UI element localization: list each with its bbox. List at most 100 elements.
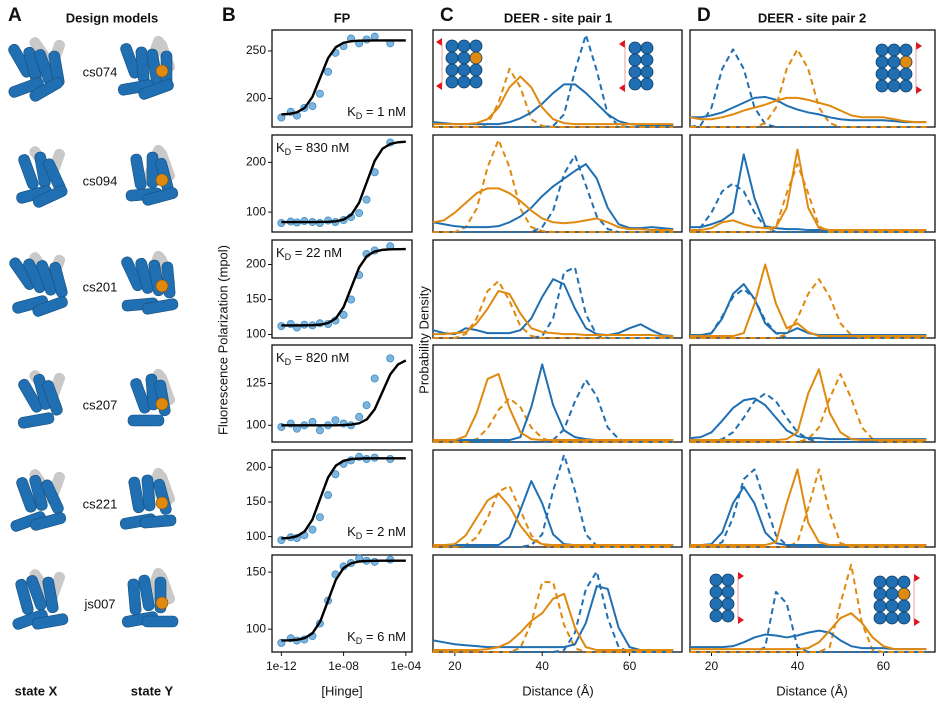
- x-tick-label: 1e-04: [390, 659, 421, 673]
- y-tick-label: 200: [246, 155, 266, 169]
- panel-letter: D: [697, 5, 711, 26]
- y-axis-label: Probability Density: [416, 286, 431, 394]
- data-point: [370, 32, 379, 41]
- plot-frame: [432, 554, 683, 653]
- y-tick-label: 100: [246, 204, 266, 218]
- data-point: [308, 525, 317, 534]
- predicted-distribution: [690, 590, 927, 653]
- domain-circle: [628, 77, 642, 91]
- protein-cartoon: [12, 569, 69, 630]
- schematic-icon: [436, 38, 483, 90]
- y-tick-label: 200: [246, 257, 266, 271]
- protein-cartoon: [117, 35, 176, 100]
- y-axis-label: Fluorescence Polarization (mpol): [215, 245, 230, 435]
- domain-circle: [445, 63, 459, 77]
- domain-circle: [709, 573, 723, 587]
- data-point: [362, 195, 371, 204]
- predicted-distribution: [689, 182, 927, 233]
- spin-label: [436, 82, 442, 90]
- data-point: [331, 470, 340, 479]
- panel-title: Design models: [66, 10, 158, 25]
- panel-letter: B: [222, 5, 236, 26]
- spin-label: [619, 40, 625, 48]
- kd-annotation: KD = 830 nM: [276, 140, 349, 157]
- plot-frame: [432, 239, 683, 339]
- plot-frame: [271, 239, 413, 339]
- spin-label: [914, 574, 920, 582]
- data-point: [324, 491, 333, 500]
- data-point: [362, 401, 371, 410]
- ligand: [155, 173, 169, 187]
- fit-curve: [281, 559, 406, 642]
- y-tick-label: 100: [246, 621, 266, 635]
- panel-letter: C: [440, 5, 454, 26]
- data-point: [331, 416, 340, 425]
- domain-circle: [873, 611, 887, 625]
- helix: [29, 77, 64, 102]
- domain-circle: [885, 611, 899, 625]
- state-label: state X: [15, 683, 58, 698]
- domain-circle: [457, 63, 471, 77]
- kd-value: = 22 nM: [291, 245, 342, 260]
- data-point: [324, 67, 333, 76]
- kd-value: = 6 nM: [362, 629, 406, 644]
- kd-symbol: K: [276, 140, 285, 155]
- kd-subscript: D: [285, 147, 292, 157]
- protein-cartoon: [127, 368, 176, 427]
- domain-circle: [709, 609, 723, 623]
- domain-circle: [640, 41, 654, 55]
- schematic-icon: [709, 572, 744, 624]
- ligand: [155, 596, 169, 610]
- kd-symbol: K: [276, 350, 285, 365]
- helix: [135, 257, 154, 294]
- helix: [32, 296, 68, 317]
- measured-distribution: [690, 95, 927, 124]
- x-axis-label: Distance (Å): [522, 683, 594, 698]
- panel-title: DEER - site pair 2: [758, 10, 866, 25]
- spin-label: [619, 84, 625, 92]
- domain-circle: [445, 39, 459, 53]
- domain-circle: [640, 65, 654, 79]
- domain-circle: [875, 79, 889, 93]
- domain-circle: [885, 575, 899, 589]
- kd-annotation: KD = 6 nM: [347, 629, 406, 646]
- helix: [141, 474, 156, 512]
- design-name: js007: [83, 596, 115, 611]
- x-tick-label: 1e-12: [266, 659, 297, 673]
- domain-circle: [887, 43, 901, 57]
- ligand: [155, 64, 169, 78]
- x-tick-label: 40: [536, 659, 550, 673]
- domain-circle: [873, 599, 887, 613]
- predicted-distribution: [433, 67, 674, 128]
- measured-distribution: [690, 612, 927, 651]
- fit-curve: [281, 140, 406, 224]
- protein-cartoon: [121, 250, 179, 315]
- spin-label: [436, 38, 442, 46]
- y-tick-label: 200: [246, 91, 266, 105]
- panel-title: FP: [334, 10, 351, 25]
- predicted-distribution: [690, 373, 927, 443]
- panel-letter: A: [8, 5, 22, 26]
- helix: [139, 514, 177, 529]
- y-tick-label: 150: [246, 564, 266, 578]
- kd-annotation: KD = 1 nM: [347, 104, 406, 121]
- y-tick-label: 125: [246, 376, 266, 390]
- fit-curve: [281, 247, 406, 327]
- design-name: cs221: [83, 496, 118, 511]
- x-tick-label: 60: [623, 659, 637, 673]
- data-point: [315, 426, 324, 435]
- predicted-distribution: [690, 278, 927, 339]
- kd-value: = 1 nM: [362, 104, 406, 119]
- measured-distribution: [690, 629, 927, 651]
- helix: [142, 187, 179, 206]
- design-name: cs074: [83, 64, 118, 79]
- helix: [10, 511, 46, 532]
- protein-cartoon: [125, 144, 179, 206]
- predicted-distribution: [433, 280, 674, 339]
- helix: [130, 378, 151, 414]
- data-point: [355, 412, 364, 421]
- predicted-distribution: [433, 484, 674, 548]
- spin-label: [738, 616, 744, 624]
- predicted-distribution: [690, 468, 927, 548]
- x-axis-label: Distance (Å): [776, 683, 848, 698]
